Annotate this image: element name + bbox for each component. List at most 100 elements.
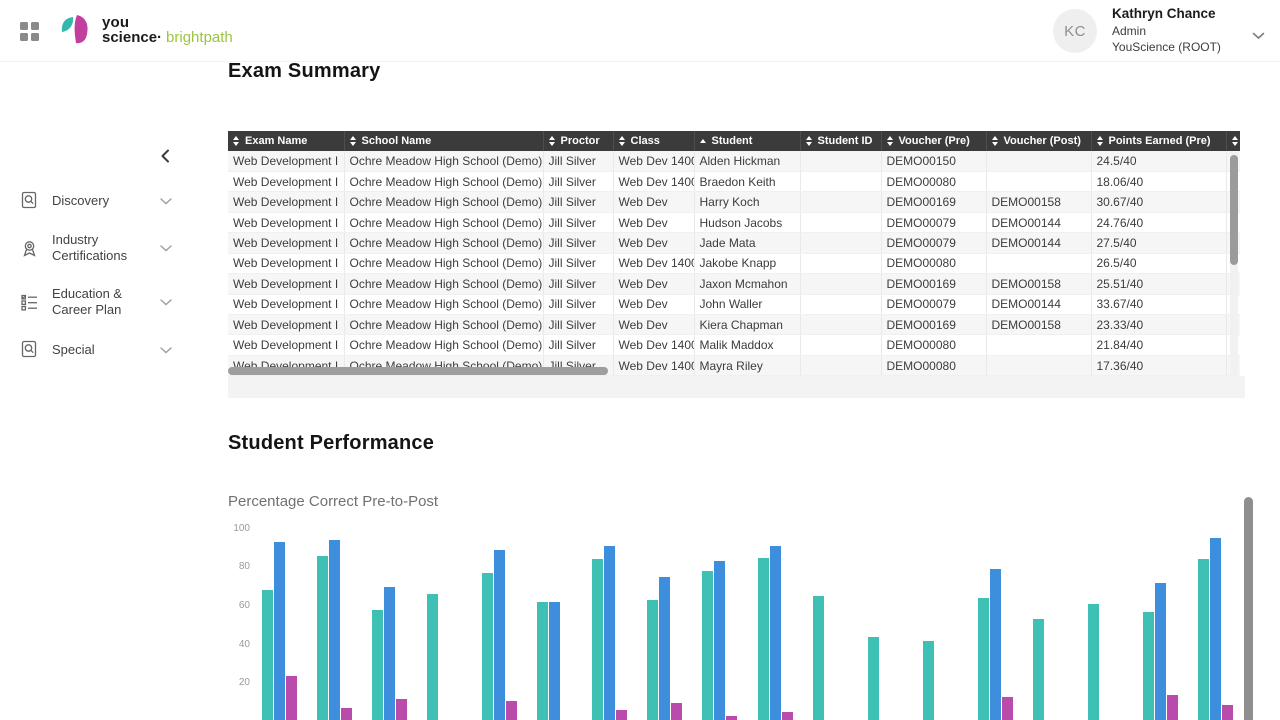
column-header-stub[interactable] (1226, 131, 1240, 151)
table-cell (800, 212, 882, 234)
table-cell: 17.36/40 (1091, 355, 1227, 376)
column-header-proctor[interactable]: Proctor (543, 131, 614, 151)
table-cell: Hudson Jacobs (694, 212, 801, 234)
table-cell (800, 294, 882, 316)
table-cell: Braedon Keith (694, 171, 801, 193)
table-cell: DEMO00080 (881, 334, 987, 356)
table-cell: Jill Silver (543, 191, 614, 213)
page-vertical-scrollbar-thumb[interactable] (1244, 497, 1253, 720)
column-header-school-name[interactable]: School Name (344, 131, 544, 151)
table-cell (800, 191, 882, 213)
sort-icon (805, 136, 812, 146)
sidebar-item-label: Discovery (52, 192, 110, 208)
sidebar-nav: Discovery Industry Certifications Educatio… (0, 180, 186, 370)
user-menu-chevron-down-icon[interactable] (1252, 27, 1265, 45)
table-cell: Ochre Meadow High School (Demo) (344, 294, 544, 316)
table-cell (986, 171, 1092, 193)
y-axis-tick-label: 80 (238, 561, 250, 573)
column-header-label: Exam Name (245, 135, 308, 147)
table-cell: DEMO00158 (986, 314, 1092, 336)
column-header-exam-name[interactable]: Exam Name (228, 131, 345, 151)
table-row: Web Development I Ochre Meadow High Schoo… (228, 151, 1240, 172)
table-cell: Web Development I (228, 171, 345, 193)
chart-plot-area (255, 515, 1247, 720)
table-cell: Web Dev 1400 (613, 171, 695, 193)
table-cell: Malik Maddox (694, 334, 801, 356)
table-cell: Web Development I (228, 232, 345, 254)
table-cell: Kiera Chapman (694, 314, 801, 336)
sidebar-item-education-career-plan[interactable]: Education & Career Plan (0, 275, 186, 329)
table-row: Web Development I Ochre Meadow High Schoo… (228, 171, 1240, 193)
sort-icon (1231, 136, 1238, 146)
bar-series-3-magenta (781, 712, 793, 720)
table-cell (800, 273, 882, 295)
avatar[interactable]: KC (1053, 9, 1097, 53)
youscience-logo: you science· brightpath (60, 13, 233, 47)
chevron-down-icon (160, 239, 172, 257)
table-cell: 18.06/40 (1091, 171, 1227, 193)
table-cell (800, 151, 882, 172)
exam-summary-table-wrap: Exam Name School Name Proctor Class Student S… (228, 131, 1240, 376)
column-header-label: Voucher (Pre) (898, 135, 970, 147)
table-horizontal-scrollbar-thumb[interactable] (228, 367, 608, 375)
table-row: Web Development I Ochre Meadow High Schoo… (228, 232, 1240, 254)
table-cell: Web Development I (228, 151, 345, 172)
table-cell: DEMO00150 (881, 151, 987, 172)
table-cell: DEMO00080 (881, 171, 987, 193)
column-header-points-earned-pre[interactable]: Points Earned (Pre) (1091, 131, 1227, 151)
table-cell: Web Dev 1400 (613, 334, 695, 356)
column-header-voucher-post[interactable]: Voucher (Post) (986, 131, 1092, 151)
sidebar-item-discovery[interactable]: Discovery (0, 180, 186, 221)
bar-series-3-magenta (396, 698, 408, 720)
table-cell (986, 253, 1092, 275)
table-row: Web Development I Ochre Meadow High Schoo… (228, 355, 1240, 376)
table-row: Web Development I Ochre Meadow High Schoo… (228, 334, 1240, 356)
column-header-student[interactable]: Student (694, 131, 801, 151)
table-vertical-scrollbar-thumb[interactable] (1230, 155, 1238, 265)
table-cell: 24.76/40 (1091, 212, 1227, 234)
bar-series-2-blue (384, 586, 396, 720)
student-performance-title: Student Performance (228, 432, 435, 454)
bar-series-2-blue (329, 540, 341, 720)
sort-icon (618, 136, 625, 146)
table-cell: Web Development I (228, 294, 345, 316)
table-row: Web Development I Ochre Meadow High Schoo… (228, 314, 1240, 336)
bar-series-3-magenta (286, 675, 297, 720)
table-cell: Web Dev 1400 (613, 253, 695, 275)
sidebar-collapse-icon[interactable] (158, 148, 176, 166)
bar-series-1-teal (812, 596, 824, 720)
chevron-down-icon (160, 192, 172, 210)
bar-series-1-teal (757, 557, 769, 720)
bar-series-1-teal (1032, 619, 1044, 720)
column-header-class[interactable]: Class (613, 131, 695, 151)
bar-series-3-magenta (671, 702, 683, 720)
table-cell (986, 334, 1092, 356)
table-cell: Jill Silver (543, 314, 614, 336)
bar-series-2-blue (494, 549, 506, 720)
bar-series-1-teal (537, 602, 549, 720)
discovery-icon (20, 191, 39, 210)
table-cell: Web Development I (228, 212, 345, 234)
table-cell: DEMO00169 (881, 191, 987, 213)
table-cell: Mayra Riley (694, 355, 801, 376)
column-header-student-id[interactable]: Student ID (800, 131, 882, 151)
table-cell (800, 334, 882, 356)
sidebar-item-industry-certifications[interactable]: Industry Certifications (0, 221, 186, 275)
table-cell: 24.5/40 (1091, 151, 1227, 172)
table-row: Web Development I Ochre Meadow High Schoo… (228, 191, 1240, 213)
bar-series-1-teal (647, 600, 659, 720)
sidebar-item-special[interactable]: Special (0, 329, 186, 370)
table-cell: Jill Silver (543, 253, 614, 275)
y-axis-tick-label: 20 (238, 677, 250, 689)
column-header-label: Class (630, 135, 660, 147)
table-cell: Web Development I (228, 334, 345, 356)
bar-series-3-magenta (1001, 696, 1013, 720)
sidebar: Discovery Industry Certifications Educatio… (0, 62, 186, 720)
table-row: Web Development I Ochre Meadow High Schoo… (228, 212, 1240, 234)
table-cell: Web Dev (613, 294, 695, 316)
table-cell (986, 355, 1092, 376)
column-header-voucher-pre[interactable]: Voucher (Pre) (881, 131, 987, 151)
apps-grid-icon[interactable] (20, 22, 39, 41)
table-cell (800, 253, 882, 275)
